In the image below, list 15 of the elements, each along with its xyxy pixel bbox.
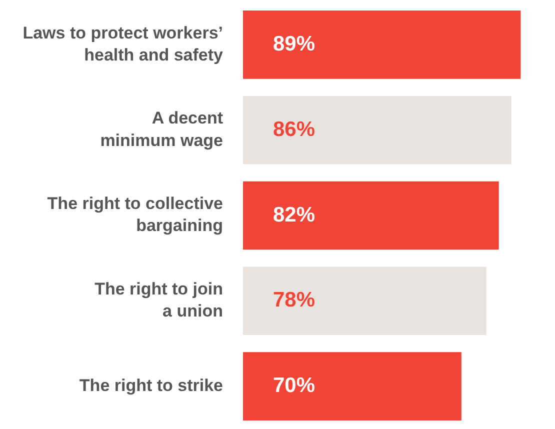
data-label: 86% [273,118,316,141]
data-label: 89% [273,32,316,56]
data-label: 70% [273,374,316,398]
data-label: 78% [273,288,316,312]
y-tick-label: The right to strike [79,376,223,395]
y-tick-label: The right to join a union [94,280,223,321]
bar [243,181,499,250]
y-tick-label: Laws to protect workers’ health and safety [22,23,224,64]
bar [243,352,462,420]
data-label: 82% [273,203,316,226]
y-tick-label: A decent minimum wage [100,108,224,150]
bar [243,266,486,336]
bar [243,10,521,79]
y-tick-label: The right to collective bargaining [47,194,223,236]
bar [243,96,512,164]
